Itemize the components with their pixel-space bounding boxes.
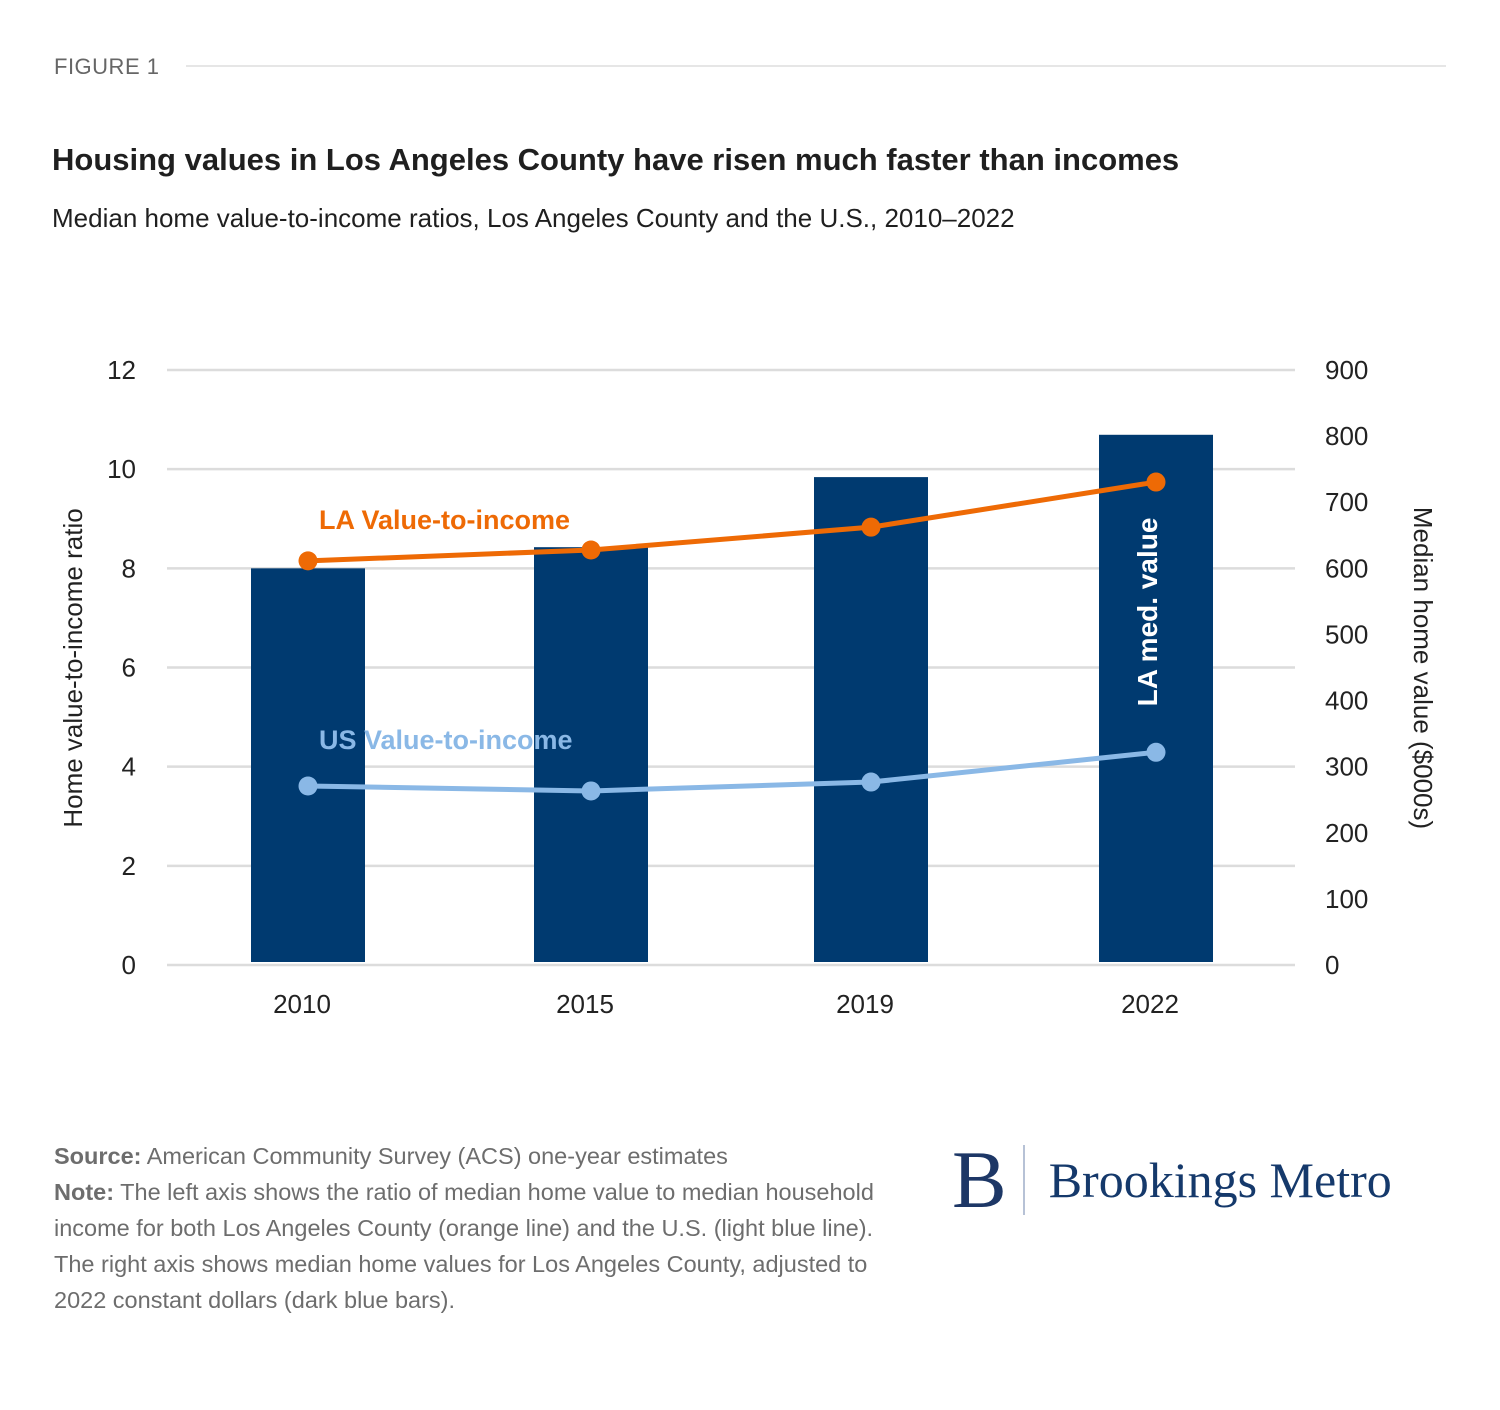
- us-line-point: [1146, 742, 1166, 762]
- figure-divider: [186, 65, 1446, 67]
- left-tick-label: 8: [122, 553, 136, 583]
- chart-subtitle: Median home value-to-income ratios, Los …: [52, 203, 1015, 233]
- left-tick-label: 2: [122, 851, 136, 881]
- la-line: [307, 479, 1157, 564]
- left-tick-label: 12: [107, 355, 136, 385]
- left-tick-label: 0: [122, 950, 136, 980]
- la-line-point: [581, 540, 601, 560]
- us-line-point: [298, 776, 318, 796]
- right-tick-label: 900: [1325, 355, 1368, 385]
- us-line: [307, 749, 1157, 794]
- source-text: American Community Survey (ACS) one-year…: [141, 1143, 728, 1169]
- x-tick-label: 2022: [1121, 989, 1179, 1019]
- right-tick-label: 500: [1325, 619, 1368, 649]
- right-tick-label: 0: [1325, 950, 1339, 980]
- logo-mark: B: [952, 1134, 1007, 1225]
- us-line-point: [581, 781, 601, 801]
- x-tick-label: 2010: [273, 989, 331, 1019]
- la-line-label: LA Value-to-income: [319, 505, 570, 535]
- brookings-metro-logo: B Brookings Metro: [952, 1134, 1392, 1225]
- right-tick-label: 300: [1325, 752, 1368, 782]
- us-line-label: US Value-to-income: [319, 725, 573, 755]
- note-label: Note:: [54, 1179, 115, 1205]
- left-tick-label: 4: [122, 752, 136, 782]
- note-text: The left axis shows the ratio of median …: [54, 1179, 874, 1313]
- right-tick-label: 700: [1325, 487, 1368, 517]
- right-tick-label: 800: [1325, 421, 1368, 451]
- note-line: Note: The left axis shows the ratio of m…: [54, 1174, 874, 1318]
- bar: [814, 477, 928, 962]
- bars: [251, 434, 1213, 962]
- left-tick-label: 10: [107, 454, 136, 484]
- right-axis-ticks: 0 100 200 300 400 500 600 700 800 900: [1325, 355, 1368, 980]
- us-line-point: [861, 772, 881, 792]
- bar: [251, 568, 365, 962]
- bar: [534, 547, 648, 962]
- right-axis-label: Median home value ($000s): [1408, 507, 1438, 829]
- x-tick-label: 2019: [836, 989, 894, 1019]
- la-line-point: [1146, 472, 1166, 492]
- bar: [1099, 434, 1213, 962]
- chart-title: Housing values in Los Angeles County hav…: [52, 142, 1180, 177]
- footer-notes: Source: American Community Survey (ACS) …: [54, 1138, 874, 1318]
- right-tick-label: 200: [1325, 818, 1368, 848]
- x-tick-label: 2015: [556, 989, 614, 1019]
- source-line: Source: American Community Survey (ACS) …: [54, 1138, 874, 1174]
- left-axis-ticks: 0 2 4 6 8 10 12: [107, 355, 136, 980]
- right-tick-label: 100: [1325, 884, 1368, 914]
- logo-divider: [1022, 1145, 1025, 1215]
- bar-series-label: LA med. value: [1132, 518, 1163, 707]
- chart: 0 2 4 6 8 10 12 0 100 200 300 400 500 600 700 800 900 2…: [58, 355, 1438, 1019]
- la-line-point: [298, 551, 318, 571]
- figure-label: FIGURE 1: [54, 54, 160, 79]
- la-line-point: [861, 517, 881, 537]
- left-tick-label: 6: [122, 653, 136, 683]
- x-axis-ticks: 2010 2015 2019 2022: [273, 989, 1179, 1019]
- source-label: Source:: [54, 1143, 142, 1169]
- right-tick-label: 600: [1325, 553, 1368, 583]
- lines: [298, 472, 1166, 801]
- left-axis-label: Home value-to-income ratio: [58, 508, 88, 827]
- right-tick-label: 400: [1325, 686, 1368, 716]
- logo-text: Brookings Metro: [1048, 1152, 1392, 1208]
